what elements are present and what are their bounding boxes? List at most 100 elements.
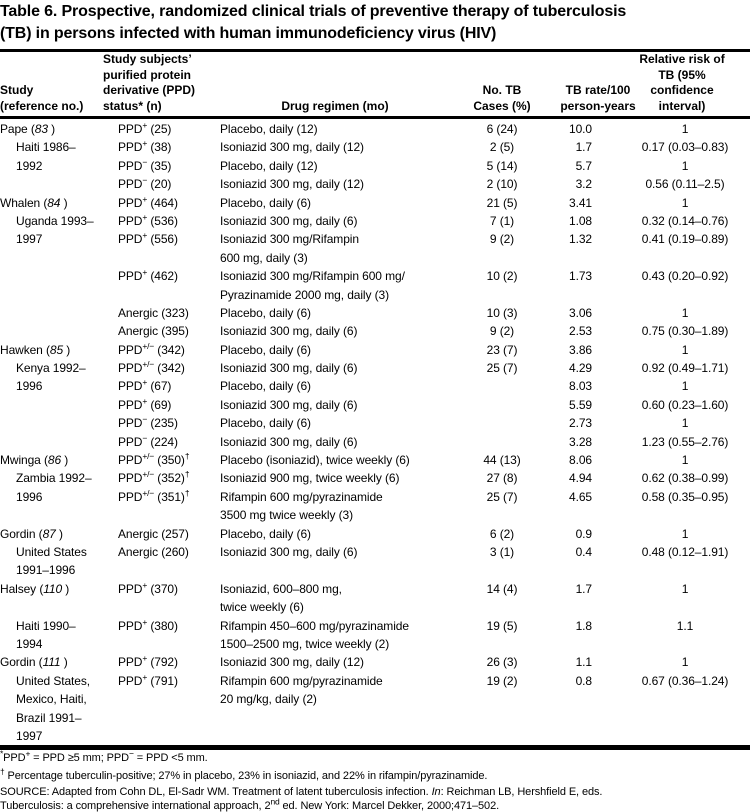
table-row: Mwinga (86 ) PPD+/− (350)† Placebo (isonia…: [0, 451, 750, 469]
table-row: 1996 PPD+/− (351)† Rifampin 600 mg/pyrazin…: [0, 488, 750, 506]
cell-drug-regimen: Isoniazid 300 mg, daily (6): [220, 361, 358, 376]
table-row: PPD+ (69) Isoniazid 300 mg, daily (6) 5.59…: [0, 396, 750, 414]
cell-study: Gordin (111 ): [0, 655, 68, 670]
cell-study: 1991–1996: [16, 563, 76, 578]
cell-drug-regimen: Placebo, daily (6): [220, 416, 311, 431]
cell-study: Whalen (84 ): [0, 195, 68, 210]
cell-ppd-status: [118, 709, 220, 727]
cell-drug-regimen: Placebo, daily (6): [220, 342, 311, 357]
cell-tb-cases: [468, 506, 536, 524]
cell-tb-rate: 4.94: [569, 471, 592, 486]
table-row: 1996 PPD+ (67) Placebo, daily (6) 8.03 1: [0, 377, 750, 395]
table-row: Anergic (395) Isoniazid 300 mg, daily (6)…: [0, 322, 750, 340]
cell-study: Brazil 1991–: [16, 710, 82, 725]
cell-study: Haiti 1990–: [16, 618, 76, 633]
column-header-tb-rate: TB rate/100 person-years: [560, 83, 636, 113]
cell-tb-cases: 5 (14): [486, 158, 518, 173]
column-header-drug-regimen: Drug regimen (mo): [281, 98, 389, 113]
cell-tb-rate: 1.8: [575, 618, 592, 633]
cell-relative-risk: [594, 598, 750, 616]
cell-drug-regimen: Placebo, daily (6): [220, 379, 311, 394]
footnote-ppd-definition: *PPD+ = PPD ≥5 mm; PPD− = PPD <5 mm.: [0, 748, 208, 764]
cell-study: Gordin (87 ): [0, 526, 63, 541]
cell-study: [0, 598, 118, 616]
cell-relative-risk: [594, 727, 750, 745]
table-row: Gordin (111 ) PPD+ (792) Isoniazid 300 mg,…: [0, 653, 750, 671]
cell-tb-rate: 1.73: [569, 269, 592, 284]
cell-tb-rate: [536, 249, 594, 267]
table-row: Whalen (84 ) PPD+ (464) Placebo, daily (6)…: [0, 194, 750, 212]
cell-ppd-status: PPD− (20): [118, 175, 172, 192]
cell-relative-risk: 0.56 (0.11–2.5): [645, 177, 725, 192]
cell-relative-risk: 0.41 (0.19–0.89): [641, 232, 729, 247]
cell-relative-risk: 1: [681, 158, 689, 173]
cell-tb-cases: [468, 598, 536, 616]
cell-tb-rate: [536, 690, 594, 708]
cell-ppd-status: PPD+ (462): [118, 267, 178, 284]
table-row: Kenya 1992– PPD+/− (342) Isoniazid 300 mg,…: [0, 359, 750, 377]
table-row: Brazil 1991–: [0, 709, 750, 727]
cell-tb-cases: 6 (24): [486, 122, 518, 136]
cell-tb-rate: 0.4: [575, 544, 592, 559]
cell-drug-regimen: Placebo, daily (6): [220, 305, 311, 320]
table-row: United States Anergic (260) Isoniazid 300 …: [0, 543, 750, 561]
cell-tb-rate: [536, 561, 594, 579]
cell-tb-cases: [468, 414, 536, 432]
cell-study: [0, 286, 118, 304]
table-body: Pape (83 ) PPD+ (25) Placebo, daily (12) 6 …: [0, 120, 750, 745]
table-footnotes: *PPD+ = PPD ≥5 mm; PPD− = PPD <5 mm. † P…: [0, 748, 750, 812]
cell-tb-rate: 5.7: [575, 158, 592, 173]
cell-tb-rate: [536, 635, 594, 653]
cell-ppd-status: PPD+ (792): [118, 653, 178, 670]
cell-ppd-status: Anergic (260): [118, 544, 189, 559]
cell-drug-regimen: [220, 727, 468, 745]
cell-relative-risk: 1: [681, 379, 689, 394]
cell-tb-rate: 1.32: [569, 232, 592, 247]
cell-ppd-status: PPD− (35): [118, 156, 172, 173]
cell-drug-regimen: Isoniazid 300 mg, daily (6): [220, 324, 358, 339]
table-column-headers: Study (reference no.) Study subjects’ puri…: [0, 52, 750, 114]
column-header-study: Study (reference no.): [0, 83, 84, 113]
cell-study: [0, 433, 118, 451]
cell-drug-regimen: Isoniazid 900 mg, twice weekly (6): [220, 471, 400, 486]
table-row: PPD− (224) Isoniazid 300 mg, daily (6) 3.2…: [0, 433, 750, 451]
cell-tb-cases: [468, 727, 536, 745]
cell-tb-cases: [468, 286, 536, 304]
cell-study: [0, 267, 118, 285]
cell-tb-rate: 2.73: [569, 416, 592, 431]
cell-drug-regimen: twice weekly (6): [220, 600, 304, 615]
cell-tb-rate: 4.29: [569, 361, 592, 376]
cell-relative-risk: 1: [681, 416, 689, 431]
cell-study: [0, 396, 118, 414]
cell-tb-rate: 8.03: [569, 379, 592, 394]
cell-ppd-status: [118, 727, 220, 745]
cell-drug-regimen: Placebo, daily (12): [220, 122, 318, 136]
cell-drug-regimen: Rifampin 600 mg/pyrazinamide: [220, 673, 383, 688]
cell-tb-rate: 1.08: [569, 213, 592, 228]
column-header-tb-cases: No. TB Cases (%): [473, 83, 531, 113]
table-row: Haiti 1986– PPD+ (38) Isoniazid 300 mg, da…: [0, 138, 750, 156]
cell-tb-cases: 7 (1): [489, 213, 515, 228]
cell-drug-regimen: 3500 mg twice weekly (3): [220, 508, 353, 523]
cell-study: Mwinga (86 ): [0, 453, 69, 468]
cell-ppd-status: PPD− (235): [118, 414, 178, 431]
cell-tb-cases: 2 (10): [486, 177, 518, 192]
cell-tb-rate: [536, 598, 594, 616]
cell-relative-risk: 0.58 (0.35–0.95): [641, 489, 729, 504]
cell-drug-regimen: Isoniazid 300 mg, daily (12): [220, 140, 364, 155]
table-row: PPD− (235) Placebo, daily (6) 2.73 1: [0, 414, 750, 432]
cell-ppd-status: [118, 286, 220, 304]
cell-tb-cases: 23 (7): [486, 342, 518, 357]
cell-relative-risk: [594, 249, 750, 267]
table-row: 600 mg, daily (3): [0, 249, 750, 267]
cell-study: United States,: [16, 673, 90, 688]
cell-tb-cases: 3 (1): [489, 544, 515, 559]
cell-relative-risk: 0.92 (0.49–1.71): [641, 361, 729, 376]
cell-study: Halsey (110 ): [0, 581, 70, 596]
column-header-relative-risk: Relative risk of TB (95% confidence interva…: [639, 52, 725, 113]
table-row: 1991–1996: [0, 561, 750, 579]
cell-tb-rate: 3.06: [569, 305, 592, 320]
cell-ppd-status: PPD+ (67): [118, 377, 172, 394]
table-bottom-rule: [0, 745, 750, 750]
table-row: Gordin (87 ) Anergic (257) Placebo, daily …: [0, 525, 750, 543]
